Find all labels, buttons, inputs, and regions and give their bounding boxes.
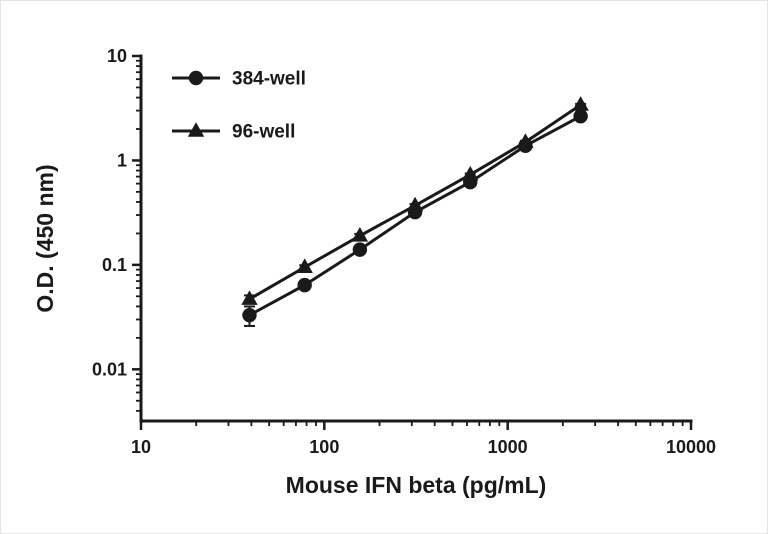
circle-marker (573, 109, 588, 124)
x-tick-label: 1000 (488, 437, 528, 457)
legend-marker (187, 122, 205, 137)
triangle-marker (572, 96, 589, 111)
triangle-marker (241, 290, 258, 305)
y-tick-label: 0.01 (92, 359, 127, 379)
legend-label: 384-well (232, 69, 306, 90)
triangle-marker (406, 196, 424, 212)
triangle-marker (296, 258, 313, 274)
circle-marker (297, 277, 312, 293)
circle-marker (242, 307, 257, 323)
y-tick-label: 0.1 (102, 255, 127, 275)
axes (139, 54, 693, 423)
x-tick-label: 10 (131, 437, 151, 457)
legend-marker (188, 70, 204, 86)
triangle-marker (517, 133, 534, 148)
triangle-marker (462, 165, 479, 181)
triangle-marker (351, 226, 369, 242)
y-tick-label: 10 (107, 46, 127, 66)
legend-label: 96-well (232, 122, 295, 143)
x-axis-title: Mouse IFN beta (pg/mL) (286, 472, 547, 498)
circle-marker (352, 242, 368, 257)
y-axis-title: O.D. (450 nm) (32, 164, 58, 312)
x-tick-label: 100 (309, 437, 339, 457)
x-tick-label: 10000 (666, 437, 716, 457)
y-tick-label: 1 (117, 150, 127, 170)
